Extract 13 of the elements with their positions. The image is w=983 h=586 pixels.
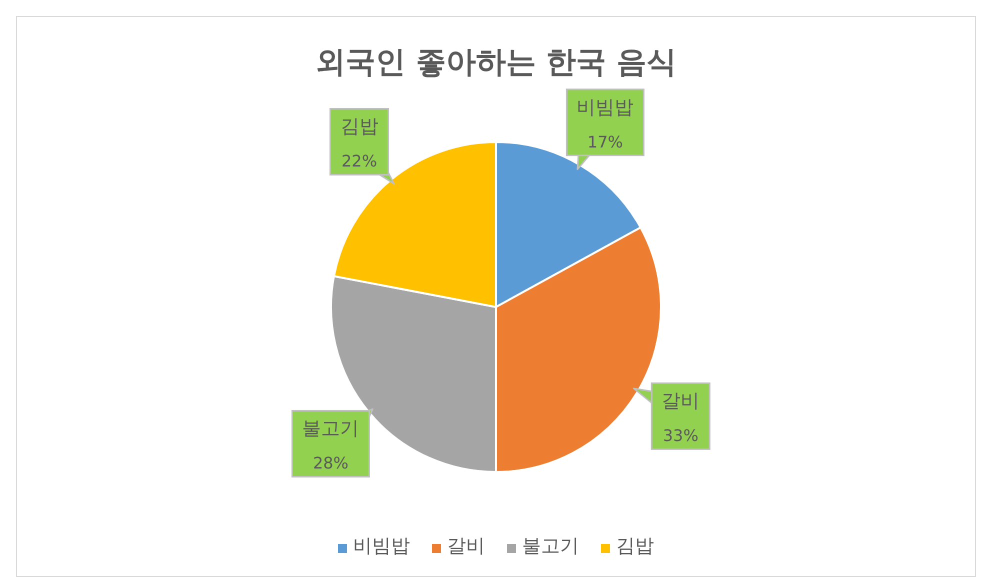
- legend-label: 비빔밥: [353, 535, 410, 557]
- slice-label: 불고기: [302, 418, 360, 440]
- legend-label: 갈비: [447, 535, 485, 557]
- legend-label: 불고기: [522, 535, 579, 557]
- legend-label: 김밥: [616, 535, 654, 557]
- slice-label: 비빔밥: [576, 96, 634, 118]
- data-label: 17%: [587, 132, 623, 152]
- data-label: 22%: [341, 152, 378, 171]
- chart-title: 외국인 좋아하는 한국 음식: [315, 45, 677, 80]
- slice-label: 갈비: [662, 390, 700, 412]
- data-label: 28%: [312, 454, 349, 473]
- data-label: 33%: [662, 426, 698, 446]
- slice-label: 김밥: [340, 116, 378, 138]
